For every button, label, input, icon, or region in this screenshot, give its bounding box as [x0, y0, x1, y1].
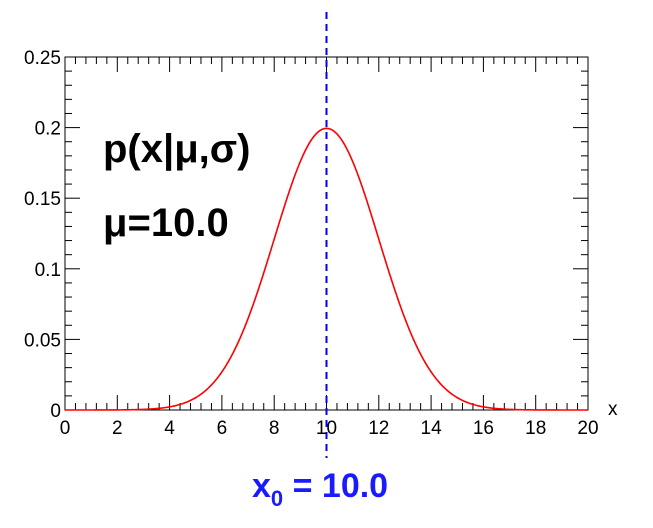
marker-label-rest: = 10.0: [283, 467, 388, 505]
y-tick-label: 0.15: [24, 189, 61, 210]
x-tick-label: 0: [60, 418, 71, 439]
mu-annotation: μ=10.0: [103, 201, 229, 245]
x-tick-label: 2: [112, 418, 123, 439]
x-tick-label: 16: [473, 418, 494, 439]
y-tick-label: 0.05: [24, 330, 61, 351]
y-tick-label: 0.25: [24, 48, 61, 69]
marker-label-main: x: [252, 467, 271, 505]
marker-label-subscript: 0: [271, 486, 283, 511]
formula-annotation: p(x|μ,σ): [103, 127, 250, 171]
marker-label: x0 = 10.0: [252, 467, 388, 511]
x-axis-label: x: [608, 399, 618, 420]
x-tick-label: 20: [577, 418, 598, 439]
y-tick-labels: 0 0.05 0.1 0.15 0.2 0.25: [24, 48, 61, 422]
x-tick-label: 18: [525, 418, 546, 439]
x-tick-label: 6: [217, 418, 228, 439]
y-tick-label: 0.1: [35, 260, 61, 281]
x-tick-label: 12: [368, 418, 389, 439]
x-tick-labels: 0 2 4 6 8 10 12 14 16 18 20: [60, 418, 599, 439]
y-tick-label: 0.2: [35, 119, 61, 140]
x-tick-label: 8: [269, 418, 280, 439]
y-tick-label: 0: [50, 401, 61, 422]
x-tick-label: 14: [421, 418, 443, 439]
x-tick-label: 4: [164, 418, 175, 439]
